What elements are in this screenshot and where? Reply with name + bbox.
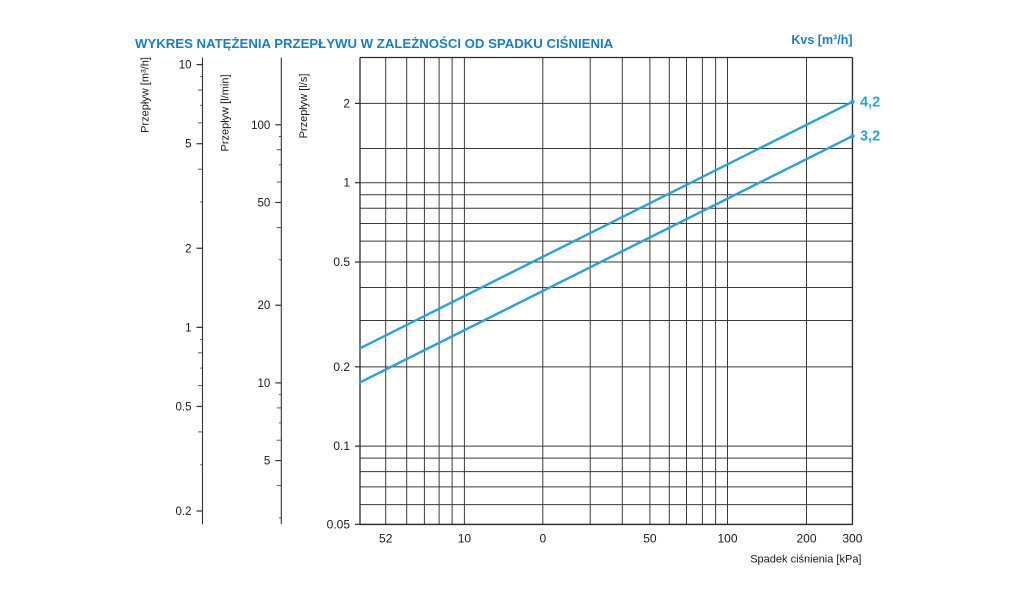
svg-text:1: 1 (343, 176, 350, 190)
svg-text:5: 5 (264, 456, 270, 468)
svg-text:5: 5 (185, 139, 191, 151)
svg-text:100: 100 (251, 120, 270, 132)
svg-text:50: 50 (643, 532, 657, 546)
svg-text:52: 52 (379, 532, 393, 546)
svg-text:0: 0 (539, 532, 546, 546)
svg-text:0.5: 0.5 (333, 255, 350, 269)
svg-text:Kvs [m³/h]: Kvs [m³/h] (791, 33, 852, 47)
svg-text:Spadek ciśnienia [kPa]: Spadek ciśnienia [kPa] (750, 554, 861, 566)
svg-text:0.2: 0.2 (333, 360, 350, 374)
svg-text:100: 100 (717, 532, 737, 546)
svg-text:3,2: 3,2 (860, 129, 880, 145)
svg-text:1: 1 (185, 322, 191, 334)
svg-text:50: 50 (258, 198, 271, 210)
svg-text:20: 20 (258, 300, 271, 312)
svg-text:300: 300 (842, 532, 862, 546)
svg-text:0.1: 0.1 (333, 439, 350, 453)
svg-text:2: 2 (185, 243, 191, 255)
svg-text:WYKRES NATĘŻENIA PRZEPŁYWU W Z: WYKRES NATĘŻENIA PRZEPŁYWU W ZALEŻNOŚCI … (135, 36, 614, 51)
svg-text:0.2: 0.2 (176, 506, 192, 518)
svg-text:10: 10 (458, 532, 472, 546)
svg-text:0.5: 0.5 (176, 401, 192, 413)
svg-text:4,2: 4,2 (860, 95, 880, 111)
svg-text:200: 200 (796, 532, 816, 546)
svg-text:0.05: 0.05 (327, 517, 351, 531)
svg-text:10: 10 (179, 60, 192, 72)
svg-text:Przepływ [l/s]: Przepływ [l/s] (298, 74, 310, 139)
svg-text:Przepływ [m³/h]: Przepływ [m³/h] (140, 57, 152, 133)
svg-text:Przepływ [l/min]: Przepływ [l/min] (219, 74, 231, 151)
svg-text:10: 10 (258, 378, 271, 390)
svg-text:2: 2 (343, 96, 350, 110)
